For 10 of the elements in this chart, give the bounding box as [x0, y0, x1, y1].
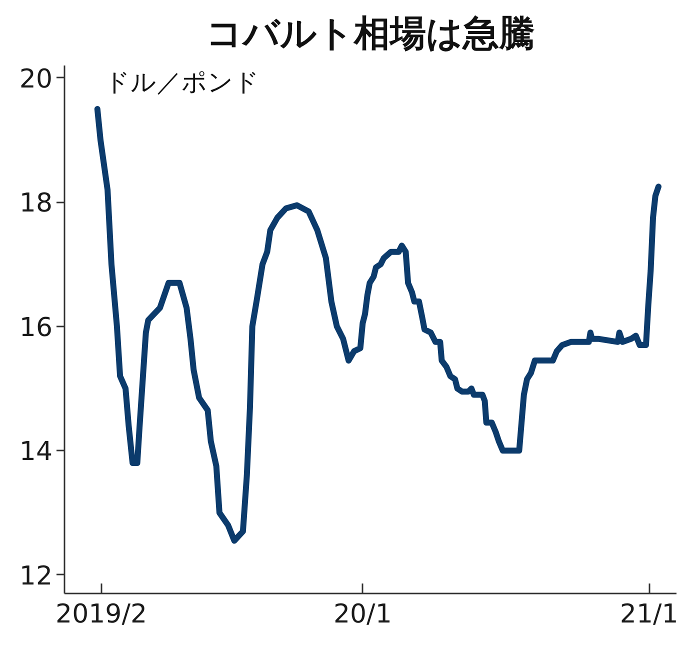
y-axis-title: ドル／ポンド	[104, 68, 260, 96]
y-tick-label: 14	[19, 437, 53, 468]
x-tick-label: 20/1	[333, 600, 392, 630]
chart-title: コバルト相場は急騰	[206, 14, 535, 54]
y-tick-label: 18	[19, 188, 53, 219]
y-tick-label: 16	[19, 312, 53, 343]
x-tick-label: 21/1	[620, 600, 678, 630]
y-tick-label: 20	[19, 64, 53, 94]
x-tick-label: 2019/2	[56, 600, 148, 630]
y-tick-label: 12	[19, 561, 53, 592]
